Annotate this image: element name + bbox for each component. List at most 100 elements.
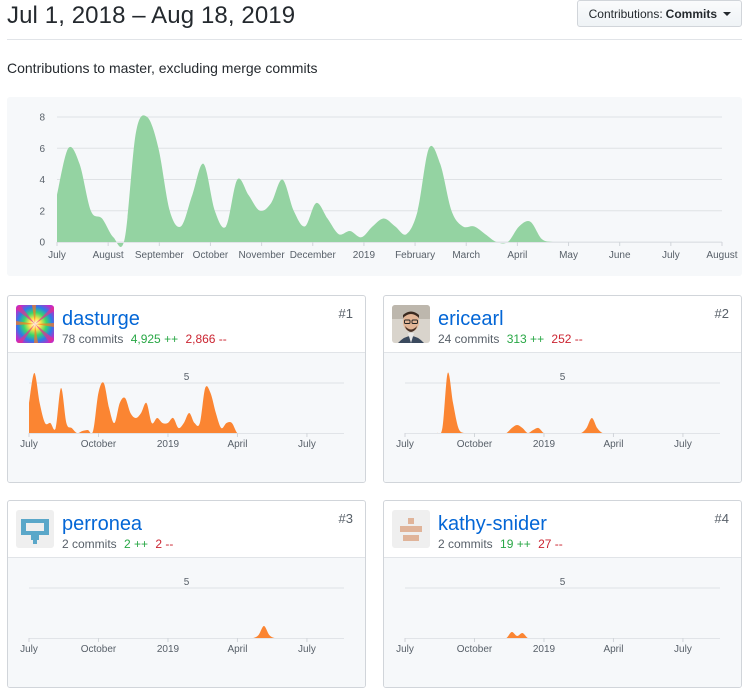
x-tick-label: 2019 xyxy=(533,644,556,655)
contributor-card: perronea #3 2 commits 2 ++ 2 -- 5 July Oct… xyxy=(7,500,366,688)
contributor-card-header: ericearl #2 24 commits 313 ++ 252 -- xyxy=(384,296,741,352)
x-tick-label: July xyxy=(674,439,692,450)
x-tick-label: July xyxy=(298,644,316,655)
deletions-count: 252 -- xyxy=(551,332,583,346)
x-tick-label: May xyxy=(559,250,578,261)
y-tick-label: 2 xyxy=(39,206,45,217)
x-tick-label: October xyxy=(81,439,117,450)
x-tick-label: July xyxy=(662,250,680,261)
user-photo-icon[interactable] xyxy=(392,305,430,343)
commit-area-series xyxy=(405,631,720,639)
contributor-chart-svg: 5 July October 2019 April July xyxy=(396,372,720,450)
x-tick-label: August xyxy=(706,250,737,261)
y-tick-label: 5 xyxy=(560,372,566,383)
x-tick-label: July xyxy=(48,250,66,261)
header: Jul 1, 2018 – Aug 18, 2019 Contributions… xyxy=(7,0,742,40)
contributor-card-header: dasturge #1 78 commits 4,925 ++ 2,866 -- xyxy=(8,296,365,352)
x-tick-label: October xyxy=(457,644,493,655)
x-tick-label: June xyxy=(609,250,631,261)
x-tick-label: February xyxy=(395,250,435,261)
x-tick-label: November xyxy=(239,250,286,261)
additions-count: 2 ++ xyxy=(124,537,149,551)
contributor-stats: 78 commits 4,925 ++ 2,866 -- xyxy=(62,332,227,346)
commit-area-series xyxy=(57,115,722,247)
x-tick-label: 2019 xyxy=(157,644,180,655)
x-tick-label: July xyxy=(396,644,414,655)
x-tick-label: October xyxy=(457,439,493,450)
identicon-colorburst-icon[interactable] xyxy=(16,305,54,343)
contributor-rank: #3 xyxy=(338,511,353,526)
contributor-chart-svg: 5 July October 2019 April July xyxy=(20,577,344,655)
commit-area-series xyxy=(29,373,344,434)
x-tick-label: December xyxy=(290,250,337,261)
contributor-card: dasturge #1 78 commits 4,925 ++ 2,866 --… xyxy=(7,295,366,483)
additions-count: 19 ++ xyxy=(500,537,531,551)
x-tick-label: October xyxy=(81,644,117,655)
contributor-commits-chart: 5 July October 2019 April July xyxy=(8,557,365,687)
commit-count[interactable]: 2 commits xyxy=(438,537,493,551)
contributor-login-link[interactable]: dasturge xyxy=(62,308,140,330)
contributor-login-link[interactable]: perronea xyxy=(62,513,143,535)
x-tick-label: October xyxy=(193,250,229,261)
contributor-commits-chart: 5 July October 2019 April July xyxy=(8,352,365,482)
x-tick-label: August xyxy=(93,250,124,261)
additions-count: 4,925 ++ xyxy=(130,332,179,346)
contributions-type-select[interactable]: Contributions: Commits xyxy=(576,0,742,27)
contributor-rank: #2 xyxy=(714,306,729,321)
main-commits-chart: 0 2 4 6 8 July August September October November D… xyxy=(7,97,742,276)
y-tick-label: 0 xyxy=(39,238,45,249)
caret-down-icon xyxy=(723,12,731,16)
select-value: Commits xyxy=(665,6,717,21)
contributor-card: kathy-snider #4 2 commits 19 ++ 27 -- 5 J… xyxy=(383,500,742,688)
x-tick-label: 2019 xyxy=(157,439,180,450)
contributor-rank: #1 xyxy=(338,306,353,321)
y-tick-label: 4 xyxy=(39,175,45,186)
commit-count[interactable]: 2 commits xyxy=(62,537,117,551)
x-tick-label: July xyxy=(298,439,316,450)
contributor-login-link[interactable]: kathy-snider xyxy=(438,513,547,535)
x-tick-label: September xyxy=(135,250,185,261)
y-tick-label: 5 xyxy=(560,577,566,588)
contributor-stats: 2 commits 2 ++ 2 -- xyxy=(62,537,173,551)
x-tick-label: July xyxy=(674,644,692,655)
select-prefix: Contributions: xyxy=(588,6,663,21)
x-tick-label: 2019 xyxy=(533,439,556,450)
x-tick-label: March xyxy=(452,250,480,261)
y-tick-label: 6 xyxy=(39,144,45,155)
deletions-count: 2,866 -- xyxy=(185,332,227,346)
x-tick-label: 2019 xyxy=(353,250,376,261)
date-range-title: Jul 1, 2018 – Aug 18, 2019 xyxy=(7,2,296,29)
contributor-card-header: perronea #3 2 commits 2 ++ 2 -- xyxy=(8,501,365,557)
x-tick-label: April xyxy=(603,644,623,655)
contributor-stats: 2 commits 19 ++ 27 -- xyxy=(438,537,563,551)
identicon-blue-icon[interactable] xyxy=(16,510,54,548)
x-tick-label: July xyxy=(396,439,414,450)
main-chart-svg: 0 2 4 6 8 July August September October November D… xyxy=(39,113,737,262)
contributor-chart-svg: 5 July October 2019 April July xyxy=(396,577,720,655)
y-tick-label: 8 xyxy=(39,113,45,124)
x-tick-label: April xyxy=(227,644,247,655)
additions-count: 313 ++ xyxy=(506,332,545,346)
contributor-chart-svg: 5 July October 2019 April July xyxy=(20,372,344,450)
contributor-card-header: kathy-snider #4 2 commits 19 ++ 27 -- xyxy=(384,501,741,557)
deletions-count: 2 -- xyxy=(155,537,174,551)
contributor-login-link[interactable]: ericearl xyxy=(438,308,504,330)
commit-area-series xyxy=(29,626,344,639)
contributor-commits-chart: 5 July October 2019 April July xyxy=(384,352,741,482)
x-tick-label: July xyxy=(20,644,38,655)
chart-subtitle: Contributions to master, excluding merge… xyxy=(7,60,318,76)
contributor-card: ericearl #2 24 commits 313 ++ 252 -- 5 Ju… xyxy=(383,295,742,483)
x-tick-label: April xyxy=(507,250,527,261)
commit-count[interactable]: 78 commits xyxy=(62,332,124,346)
x-tick-label: April xyxy=(227,439,247,450)
deletions-count: 27 -- xyxy=(538,537,563,551)
contributor-rank: #4 xyxy=(714,511,729,526)
y-tick-label: 5 xyxy=(184,372,190,383)
contributor-commits-chart: 5 July October 2019 April July xyxy=(384,557,741,687)
commit-count[interactable]: 24 commits xyxy=(438,332,500,346)
x-tick-label: April xyxy=(603,439,623,450)
x-tick-label: July xyxy=(20,439,38,450)
y-tick-label: 5 xyxy=(184,577,190,588)
identicon-tan-icon[interactable] xyxy=(392,510,430,548)
contributor-stats: 24 commits 313 ++ 252 -- xyxy=(438,332,583,346)
